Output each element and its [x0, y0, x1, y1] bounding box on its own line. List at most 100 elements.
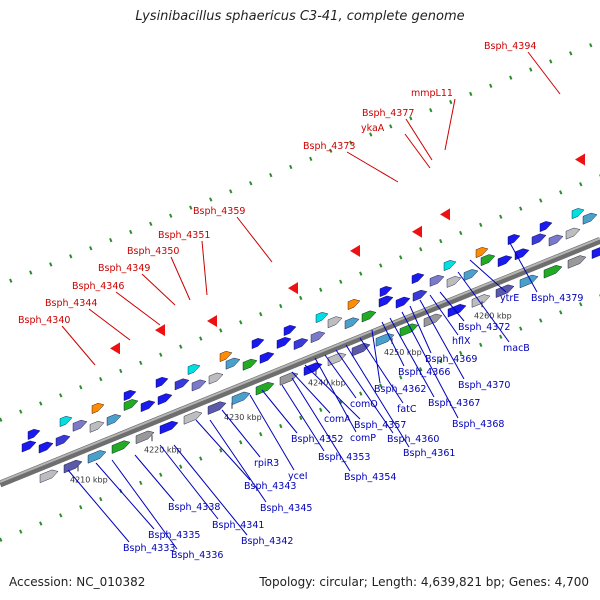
guide-dash: [139, 360, 143, 366]
forward-gene-outer: [475, 247, 489, 259]
upper-leader-line: [236, 216, 273, 263]
guide-dash: [259, 312, 263, 317]
guide-dash: [509, 75, 513, 80]
upper-gene-label: Bsph_4359: [193, 206, 245, 217]
guide-dash: [499, 214, 503, 219]
genome-backbone: [0, 237, 600, 488]
reverse-gene: [519, 274, 539, 289]
reverse-gene: [471, 294, 491, 308]
reverse-arrow-marker: [288, 282, 298, 295]
upper-leader-line: [404, 133, 431, 169]
reverse-gene: [255, 381, 275, 396]
guide-dash: [209, 197, 213, 202]
lower-leader-line: [209, 419, 267, 503]
lower-leader-line: [291, 371, 331, 414]
lower-leader-line: [195, 419, 251, 481]
guide-dash: [79, 505, 83, 510]
upper-leader-line: [170, 256, 191, 301]
guide-dash: [479, 342, 483, 348]
page-title: Lysinibacillus sphaericus C3-41, complet…: [135, 9, 465, 24]
lower-gene-label: Bsph_4341: [212, 520, 264, 531]
scale-tick-label: 4260 kbp: [474, 311, 512, 320]
lower-leader-line: [261, 389, 298, 434]
guide-dash: [99, 377, 103, 382]
forward-gene: [123, 399, 139, 411]
forward-gene-outer: [155, 377, 169, 388]
guide-dash: [39, 521, 43, 526]
lower-gene-label: Bsph_4336: [171, 550, 223, 561]
guide-dash: [239, 440, 243, 445]
forward-gene-outer: [347, 299, 361, 311]
guide-dash: [239, 320, 243, 325]
guide-dash: [319, 287, 323, 292]
lower-gene-label: yceI: [288, 471, 308, 482]
lower-leader-line: [159, 444, 219, 520]
lower-leader-line: [439, 291, 465, 322]
lower-gene-label: Bsph_4379: [531, 293, 583, 304]
guide-dash: [339, 279, 343, 284]
lower-gene-label: Bsph_4333: [123, 543, 175, 554]
lower-gene-label: Bsph_4354: [344, 472, 396, 483]
lower-gene-label: macB: [503, 343, 530, 354]
upper-gene-label: Bsph_4340: [18, 315, 70, 326]
guide-dash: [199, 456, 203, 461]
scale-tick-label: 4250 kbp: [384, 348, 422, 357]
lower-leader-line: [111, 459, 178, 550]
forward-gene: [344, 317, 360, 330]
guide-dash: [479, 222, 483, 228]
forward-gene: [174, 378, 190, 391]
guide-dash: [0, 417, 3, 422]
forward-gene: [140, 400, 156, 413]
guide-dash: [269, 172, 273, 178]
forward-gene: [582, 212, 598, 225]
forward-gene: [21, 440, 37, 453]
lower-gene-label: Bsph_4343: [244, 481, 296, 492]
upper-gene-label: Bsph_4394: [484, 41, 536, 52]
forward-gene: [327, 316, 343, 329]
guide-dash: [69, 254, 73, 259]
forward-gene: [412, 289, 428, 302]
upper-leader-line: [527, 51, 561, 95]
reverse-arrow-marker: [575, 153, 585, 166]
lower-leader-line: [419, 299, 465, 380]
forward-gene-outer: [411, 273, 425, 285]
forward-gene-outer: [539, 221, 553, 233]
lower-leader-line: [324, 354, 357, 399]
guide-dash: [219, 448, 223, 453]
genome-backbone-highlight: [0, 237, 600, 483]
reverse-gene: [303, 362, 323, 376]
forward-gene: [208, 372, 224, 385]
forward-gene-outer: [315, 312, 329, 324]
reverse-gene: [207, 401, 227, 415]
forward-gene: [55, 434, 71, 447]
lower-leader-line: [409, 305, 432, 354]
guide-dash: [289, 164, 293, 170]
lower-leader-line: [345, 344, 410, 448]
lower-gene-label: Bsph_4372: [458, 322, 510, 333]
lower-leader-line: [359, 337, 404, 404]
guide-dash: [49, 262, 53, 267]
reverse-gene: [591, 247, 600, 259]
guide-dash: [519, 206, 523, 211]
guide-dash: [399, 255, 403, 260]
scale-tick-label: 4220 kbp: [144, 445, 182, 454]
guide-dash: [529, 67, 533, 72]
guide-dash: [459, 350, 463, 356]
lower-leader-line: [173, 444, 248, 536]
lower-gene-label: fatC: [397, 404, 417, 415]
lower-gene-label: comA: [324, 414, 351, 425]
lower-gene-label: Bsph_4335: [148, 530, 200, 541]
reverse-arrow-marker: [350, 244, 360, 257]
guide-dash: [459, 230, 463, 236]
forward-gene: [242, 358, 258, 371]
upper-leader-line: [444, 98, 456, 151]
lower-gene-label: ytrE: [500, 293, 519, 304]
forward-gene: [38, 441, 54, 454]
forward-gene: [531, 233, 547, 246]
guide-dash: [409, 116, 413, 121]
forward-gene-outer: [27, 428, 41, 440]
forward-gene-outer: [123, 390, 137, 401]
guide-dash: [519, 326, 523, 331]
reverse-gene: [183, 411, 203, 425]
upper-gene-label: Bsph_4344: [45, 298, 97, 309]
